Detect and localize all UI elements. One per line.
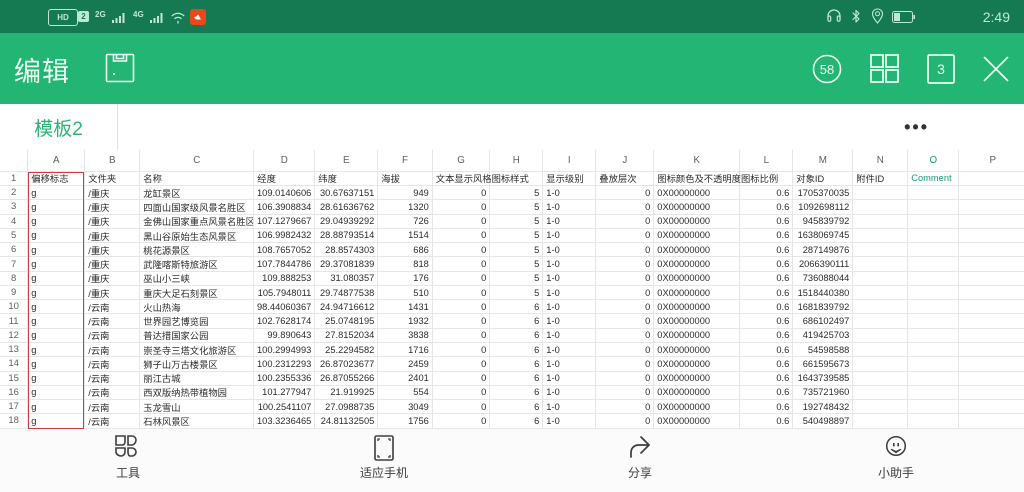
- svg-text:58: 58: [820, 62, 834, 77]
- svg-text:3: 3: [937, 61, 945, 77]
